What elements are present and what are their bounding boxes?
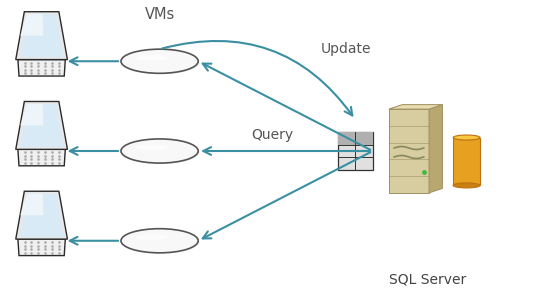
Ellipse shape (121, 49, 198, 73)
Polygon shape (16, 12, 67, 59)
Text: Update: Update (321, 42, 371, 56)
Polygon shape (389, 104, 443, 109)
Ellipse shape (122, 230, 200, 254)
Polygon shape (20, 104, 63, 147)
Polygon shape (20, 194, 63, 237)
Polygon shape (453, 137, 480, 185)
Polygon shape (20, 104, 43, 125)
Polygon shape (429, 104, 443, 193)
Polygon shape (20, 14, 43, 36)
Text: SQL Server: SQL Server (389, 273, 466, 287)
Ellipse shape (136, 234, 167, 240)
Polygon shape (20, 194, 43, 215)
Ellipse shape (122, 140, 200, 164)
Polygon shape (338, 132, 373, 145)
Ellipse shape (121, 229, 198, 253)
Text: VMs: VMs (144, 7, 175, 22)
Ellipse shape (121, 139, 198, 163)
Polygon shape (389, 109, 429, 193)
Ellipse shape (136, 55, 167, 61)
Polygon shape (18, 59, 65, 76)
Polygon shape (338, 132, 373, 170)
Polygon shape (16, 101, 67, 149)
Ellipse shape (136, 144, 167, 150)
Text: Query: Query (251, 127, 293, 142)
Ellipse shape (122, 50, 200, 74)
Polygon shape (20, 14, 63, 57)
Ellipse shape (453, 135, 480, 140)
Polygon shape (18, 149, 65, 166)
Polygon shape (16, 191, 67, 239)
Ellipse shape (453, 183, 480, 188)
Polygon shape (18, 239, 65, 255)
